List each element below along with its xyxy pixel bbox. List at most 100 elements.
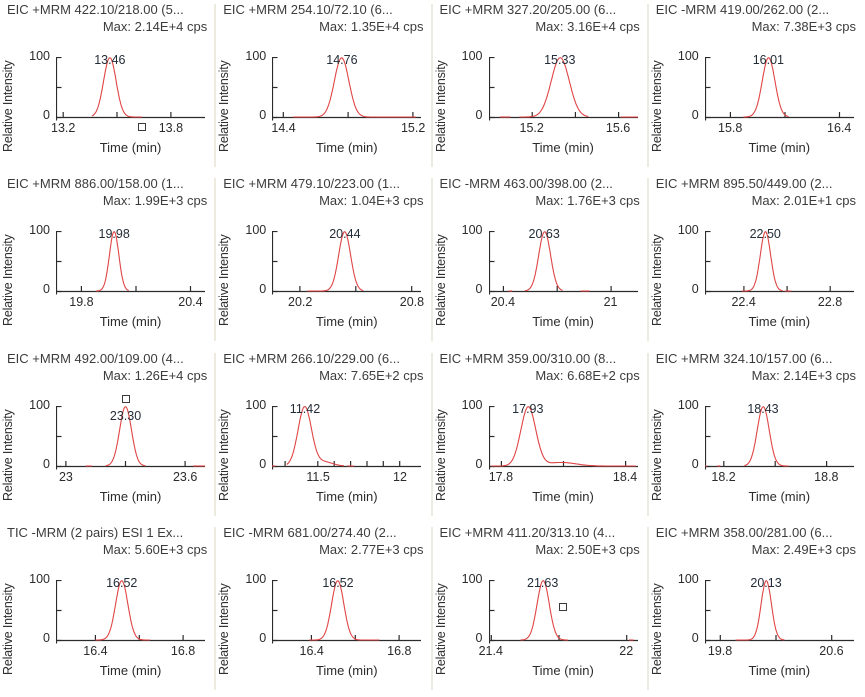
y-tick-label-0: 0 bbox=[475, 282, 483, 297]
plot-area[interactable] bbox=[55, 405, 207, 472]
plot-area[interactable] bbox=[272, 56, 423, 123]
plot-area[interactable] bbox=[488, 579, 640, 646]
plot-area[interactable] bbox=[704, 579, 856, 646]
plot-area[interactable] bbox=[704, 405, 856, 472]
plot-area[interactable] bbox=[704, 56, 856, 123]
plot-area[interactable] bbox=[55, 231, 207, 297]
max-intensity-label: Max: 2.49E+3 cps bbox=[751, 541, 856, 557]
x-axis-title: Time (min) bbox=[99, 662, 162, 678]
x-axis-title: Time (min) bbox=[99, 488, 162, 504]
x-tick-label: 16.4 bbox=[299, 643, 324, 658]
chromatogram-panel[interactable]: EIC +MRM 324.10/157.00 (6... Max: 2.14E+… bbox=[648, 348, 865, 523]
x-tick-label: 21.4 bbox=[478, 643, 503, 658]
y-axis-title: Relative Intensity bbox=[433, 582, 448, 675]
chromatogram-panel[interactable]: EIC +MRM 266.10/229.00 (6... Max: 7.65E+… bbox=[216, 348, 433, 523]
plot-area[interactable] bbox=[488, 405, 640, 472]
peak-retention-time-label: 23.30 bbox=[109, 408, 142, 423]
plot-area[interactable] bbox=[488, 56, 640, 123]
chromatogram-panel[interactable]: EIC -MRM 463.00/398.00 (2... Max: 1.76E+… bbox=[432, 174, 649, 349]
x-tick-label: 22 bbox=[619, 643, 634, 658]
chromatogram-panel[interactable]: EIC +MRM 359.00/310.00 (8... Max: 6.68E+… bbox=[432, 348, 649, 523]
y-axis-title: Relative Intensity bbox=[433, 60, 448, 152]
peak-retention-time-label: 17.93 bbox=[512, 401, 544, 416]
max-intensity-label: Max: 5.60E+3 cps bbox=[102, 541, 208, 557]
chromatogram-panel[interactable]: EIC +MRM 492.00/109.00 (4... Max: 1.26E+… bbox=[0, 348, 217, 523]
y-axis-title: Relative Intensity bbox=[649, 582, 664, 675]
y-tick-label-100: 100 bbox=[245, 49, 267, 63]
x-tick-label: 13.8 bbox=[158, 121, 184, 135]
x-axis-title: Time (min) bbox=[315, 140, 378, 155]
y-tick-label-0: 0 bbox=[43, 630, 50, 645]
peak-retention-time-label: 18.43 bbox=[747, 401, 779, 416]
x-tick-label: 20.4 bbox=[490, 295, 516, 310]
chromatogram-panel[interactable]: TIC -MRM (2 pairs) ESI 1 Ex... Max: 5.60… bbox=[0, 522, 217, 697]
plot-area[interactable] bbox=[272, 579, 423, 646]
chromatogram-panel[interactable]: EIC +MRM 422.10/218.00 (5... Max: 2.14E+… bbox=[0, 0, 217, 175]
x-axis-title: Time (min) bbox=[315, 488, 378, 504]
marker-square bbox=[121, 394, 130, 403]
y-tick-label-100: 100 bbox=[677, 49, 699, 63]
max-intensity-label: Max: 2.14E+3 cps bbox=[751, 367, 856, 383]
x-tick-label: 18.4 bbox=[612, 469, 638, 484]
x-axis-title: Time (min) bbox=[748, 662, 811, 678]
y-axis-title: Relative Intensity bbox=[433, 408, 448, 501]
chromatogram-panel[interactable]: EIC +MRM 886.00/158.00 (1... Max: 1.99E+… bbox=[0, 174, 217, 349]
y-tick-label-0: 0 bbox=[259, 282, 267, 297]
trace-title: TIC -MRM (2 pairs) ESI 1 Ex... bbox=[7, 524, 184, 540]
plot-area[interactable] bbox=[55, 56, 207, 123]
y-tick-label-0: 0 bbox=[691, 630, 699, 645]
max-intensity-label: Max: 3.16E+4 cps bbox=[535, 19, 640, 34]
chromatogram-panel[interactable]: EIC +MRM 327.20/205.00 (6... Max: 3.16E+… bbox=[432, 0, 649, 175]
x-axis-title: Time (min) bbox=[532, 662, 594, 678]
y-tick-label-0: 0 bbox=[691, 282, 699, 297]
y-tick-label-100: 100 bbox=[677, 571, 699, 586]
chromatogram-panel[interactable]: EIC +MRM 411.20/313.10 (4... Max: 2.50E+… bbox=[432, 522, 649, 697]
trace-title: EIC +MRM 358.00/281.00 (6... bbox=[655, 524, 833, 540]
x-axis-title: Time (min) bbox=[748, 488, 811, 504]
y-tick-label-0: 0 bbox=[43, 108, 50, 122]
y-axis-title: Relative Intensity bbox=[649, 408, 664, 501]
max-intensity-label: Max: 2.01E+1 cps bbox=[751, 193, 856, 209]
chromatogram-panel[interactable]: EIC -MRM 419.00/262.00 (2... Max: 7.38E+… bbox=[648, 0, 865, 175]
trace-title: EIC +MRM 422.10/218.00 (5... bbox=[7, 2, 184, 17]
x-axis-title: Time (min) bbox=[532, 314, 594, 330]
chromatogram-panel[interactable]: EIC +MRM 895.50/449.00 (2... Max: 2.01E+… bbox=[648, 174, 865, 349]
y-tick-label-100: 100 bbox=[677, 223, 699, 238]
x-axis-title: Time (min) bbox=[99, 140, 162, 155]
peak-retention-time-label: 22.50 bbox=[749, 227, 781, 242]
x-tick-label: 19.8 bbox=[707, 643, 733, 658]
x-tick-label: 16.4 bbox=[83, 643, 108, 658]
trace-title: EIC -MRM 419.00/262.00 (2... bbox=[655, 2, 830, 17]
x-tick-label: 16.4 bbox=[827, 121, 852, 135]
y-tick-label-100: 100 bbox=[245, 223, 267, 238]
peak-retention-time-label: 19.98 bbox=[98, 227, 130, 242]
y-tick-label-0: 0 bbox=[43, 282, 50, 297]
trace-title: EIC -MRM 681.00/274.40 (2... bbox=[223, 524, 397, 540]
peak-retention-time-label: 20.13 bbox=[750, 575, 782, 590]
chromatogram-panel[interactable]: EIC -MRM 681.00/274.40 (2... Max: 2.77E+… bbox=[216, 522, 433, 697]
y-axis-title: Relative Intensity bbox=[217, 582, 232, 675]
trace-title: EIC +MRM 266.10/229.00 (6... bbox=[223, 350, 400, 366]
x-tick-label: 15.2 bbox=[519, 121, 544, 135]
chromatogram-panel[interactable]: EIC +MRM 358.00/281.00 (6... Max: 2.49E+… bbox=[648, 522, 865, 697]
trace-title: EIC +MRM 359.00/310.00 (8... bbox=[439, 350, 617, 366]
y-tick-label-0: 0 bbox=[259, 456, 267, 471]
max-intensity-label: Max: 7.65E+2 cps bbox=[319, 367, 424, 383]
plot-area[interactable] bbox=[488, 231, 640, 297]
y-tick-label-0: 0 bbox=[43, 456, 50, 471]
trace-title: EIC +MRM 411.20/313.10 (4... bbox=[439, 524, 616, 540]
peak-retention-time-label: 16.52 bbox=[322, 575, 354, 590]
x-tick-label: 20.6 bbox=[819, 643, 844, 658]
y-tick-label-100: 100 bbox=[461, 397, 483, 412]
plot-area[interactable] bbox=[704, 231, 856, 297]
y-tick-label-0: 0 bbox=[259, 108, 267, 122]
plot-area[interactable] bbox=[272, 231, 423, 297]
chromatogram-panel[interactable]: EIC +MRM 254.10/72.10 (6... Max: 1.35E+4… bbox=[216, 0, 433, 175]
plot-area[interactable] bbox=[272, 405, 423, 472]
chromatogram-panel[interactable]: EIC +MRM 479.10/223.00 (1... Max: 1.04E+… bbox=[216, 174, 433, 349]
plot-area[interactable] bbox=[55, 579, 207, 646]
y-axis-title: Relative Intensity bbox=[1, 408, 15, 501]
x-tick-label: 16.8 bbox=[387, 643, 412, 658]
trace-title: EIC +MRM 886.00/158.00 (1... bbox=[7, 176, 184, 192]
peak-retention-time-label: 11.42 bbox=[289, 401, 321, 416]
